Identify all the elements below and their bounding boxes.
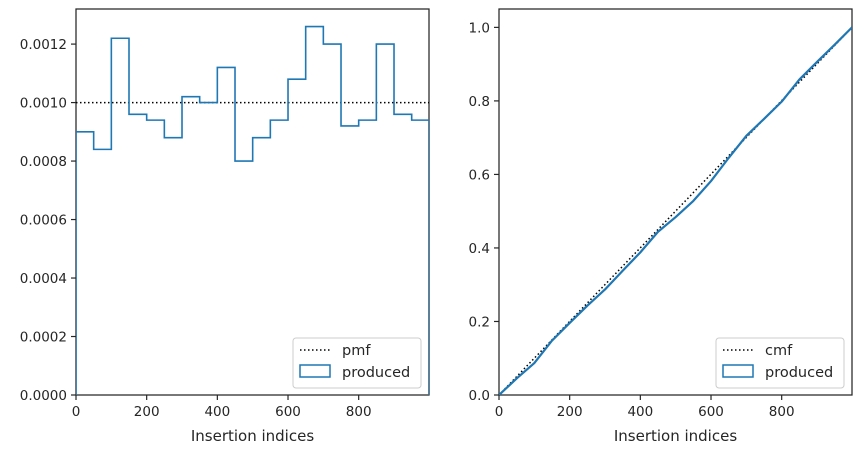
y-tick-label: 0.0010 xyxy=(20,96,67,112)
x-tick-label: 400 xyxy=(204,404,230,420)
plot-area-frame xyxy=(498,8,853,396)
y-tick-label: 0.0006 xyxy=(20,213,67,229)
x-tick-label: 800 xyxy=(346,404,372,420)
y-tick-label: 1.0 xyxy=(469,20,490,36)
x-axis-label: Insertion indices xyxy=(191,427,314,445)
y-tick-label: 0.0008 xyxy=(20,154,67,170)
axes-ticks: 0 200 400 600 800 0.0 0.2 0.4 0.6 0.8 1.0 xyxy=(469,20,795,420)
plot-area-frame xyxy=(75,8,430,396)
x-tick-label: 0 xyxy=(495,404,504,420)
legend-produced-label: produced xyxy=(765,365,833,381)
axes-ticks: 0 200 400 600 800 0.0000 0.0002 0.0004 0.0006 0.0… xyxy=(20,37,372,420)
y-tick-label: 0.0000 xyxy=(20,388,67,404)
cmf-cumulative-panel: 0 200 400 600 800 0.0 0.2 0.4 0.6 0.8 1.0 cmf prod… xyxy=(469,8,853,445)
y-tick-label: 0.0 xyxy=(469,388,490,404)
y-tick-label: 0.8 xyxy=(469,94,490,110)
x-tick-label: 200 xyxy=(557,404,583,420)
series-layer xyxy=(76,25,429,395)
x-tick-label: 800 xyxy=(769,404,795,420)
series-layer xyxy=(499,26,852,395)
y-tick-label: 0.6 xyxy=(469,167,490,183)
pmf-histogram-panel: 0 200 400 600 800 0.0000 0.0002 0.0004 0.0006 0.0… xyxy=(20,8,430,445)
data-marks xyxy=(499,26,852,395)
y-tick-label: 0.0002 xyxy=(20,330,67,346)
y-tick-label: 0.4 xyxy=(469,241,490,257)
x-axis-label: Insertion indices xyxy=(614,427,737,445)
legend-produced-label: produced xyxy=(342,365,410,381)
x-tick-label: 400 xyxy=(627,404,653,420)
legend: cmf produced xyxy=(715,337,845,389)
data-marks xyxy=(76,25,429,395)
y-tick-label: 0.0012 xyxy=(20,37,67,53)
produced-cumulative-line xyxy=(499,26,852,395)
x-tick-label: 600 xyxy=(275,404,301,420)
legend-produced-swatch xyxy=(722,364,754,378)
y-tick-label: 0.2 xyxy=(469,314,490,330)
legend-cmf-label: cmf xyxy=(765,343,793,359)
legend-pmf-label: pmf xyxy=(342,343,371,359)
x-tick-label: 600 xyxy=(698,404,724,420)
x-tick-label: 0 xyxy=(72,404,81,420)
produced-histogram-step xyxy=(76,25,429,395)
legend: pmf produced xyxy=(292,337,422,389)
x-tick-label: 200 xyxy=(134,404,160,420)
y-tick-label: 0.0004 xyxy=(20,271,67,287)
legend-produced-swatch xyxy=(299,364,331,378)
